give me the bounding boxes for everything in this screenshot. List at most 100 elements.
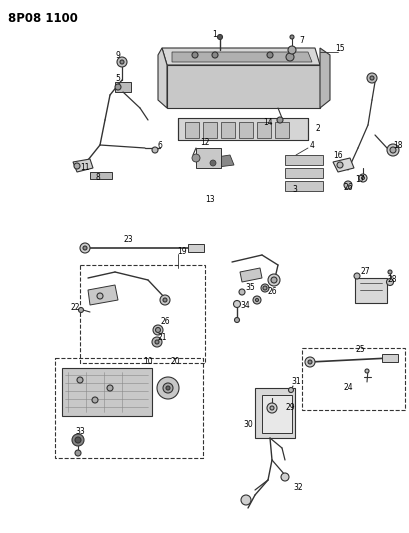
Circle shape xyxy=(267,274,279,286)
Text: 5: 5 xyxy=(115,74,120,83)
Bar xyxy=(62,368,152,416)
Circle shape xyxy=(261,284,268,292)
Circle shape xyxy=(353,273,359,279)
Circle shape xyxy=(361,176,364,180)
Polygon shape xyxy=(239,268,261,282)
Text: 14: 14 xyxy=(263,117,272,126)
Circle shape xyxy=(191,52,198,58)
Text: 28: 28 xyxy=(387,276,396,285)
Text: 30: 30 xyxy=(243,421,252,430)
Text: 8: 8 xyxy=(95,174,100,182)
Text: 15: 15 xyxy=(335,44,344,52)
Bar xyxy=(238,122,252,138)
Circle shape xyxy=(276,117,282,123)
Text: 18: 18 xyxy=(392,141,402,149)
Circle shape xyxy=(364,369,368,373)
Text: 16: 16 xyxy=(333,150,342,159)
Circle shape xyxy=(289,35,293,39)
Text: 13: 13 xyxy=(204,196,214,205)
Circle shape xyxy=(266,52,272,58)
Circle shape xyxy=(386,144,398,156)
Text: 2: 2 xyxy=(315,124,319,133)
Circle shape xyxy=(163,383,173,393)
Circle shape xyxy=(160,295,170,305)
Text: 35: 35 xyxy=(245,284,254,293)
Polygon shape xyxy=(162,48,319,65)
Text: 21: 21 xyxy=(157,334,166,343)
Polygon shape xyxy=(172,52,311,62)
Circle shape xyxy=(233,301,240,308)
Circle shape xyxy=(152,337,162,347)
Circle shape xyxy=(387,270,391,274)
Bar xyxy=(284,155,322,165)
Bar xyxy=(220,122,234,138)
Text: 6: 6 xyxy=(157,141,162,149)
Circle shape xyxy=(262,286,266,290)
Circle shape xyxy=(307,360,311,364)
Circle shape xyxy=(280,473,288,481)
Text: 19: 19 xyxy=(177,247,187,256)
Bar xyxy=(184,122,198,138)
Bar xyxy=(284,168,322,178)
Bar xyxy=(188,244,204,252)
Circle shape xyxy=(240,495,250,505)
Circle shape xyxy=(266,403,276,413)
Bar xyxy=(301,348,404,410)
Text: 17: 17 xyxy=(354,175,364,184)
Circle shape xyxy=(115,84,121,90)
Circle shape xyxy=(270,277,276,283)
Circle shape xyxy=(209,160,216,166)
Circle shape xyxy=(83,246,87,250)
Circle shape xyxy=(211,52,218,58)
Circle shape xyxy=(107,385,113,391)
Text: 20: 20 xyxy=(170,358,180,367)
Text: 26: 26 xyxy=(267,287,276,296)
Circle shape xyxy=(304,357,314,367)
Circle shape xyxy=(152,147,157,153)
Text: 3: 3 xyxy=(292,185,297,195)
Circle shape xyxy=(287,46,295,54)
Text: 12: 12 xyxy=(200,138,209,147)
Bar xyxy=(90,172,112,179)
Circle shape xyxy=(386,279,393,286)
Polygon shape xyxy=(319,48,329,108)
Circle shape xyxy=(155,340,159,344)
Polygon shape xyxy=(166,65,319,108)
Text: 11: 11 xyxy=(80,164,90,173)
Text: 31: 31 xyxy=(290,377,300,386)
Circle shape xyxy=(80,243,90,253)
Text: 24: 24 xyxy=(342,384,352,392)
Text: 8P08 1100: 8P08 1100 xyxy=(8,12,78,25)
Circle shape xyxy=(163,298,166,302)
Bar xyxy=(256,122,270,138)
Circle shape xyxy=(75,450,81,456)
Circle shape xyxy=(217,35,222,39)
Text: 25: 25 xyxy=(354,345,364,354)
Circle shape xyxy=(166,386,170,390)
Circle shape xyxy=(358,174,366,182)
Polygon shape xyxy=(73,159,93,172)
Text: 7: 7 xyxy=(299,36,304,44)
Circle shape xyxy=(191,154,200,162)
Text: 26: 26 xyxy=(342,183,352,192)
Circle shape xyxy=(252,296,261,304)
Circle shape xyxy=(97,293,103,299)
Circle shape xyxy=(92,397,98,403)
Text: 4: 4 xyxy=(309,141,314,149)
Text: 33: 33 xyxy=(75,427,85,437)
Circle shape xyxy=(234,318,239,322)
Bar xyxy=(354,278,386,303)
Text: 1: 1 xyxy=(212,29,217,38)
Circle shape xyxy=(77,377,83,383)
Polygon shape xyxy=(209,155,234,168)
Circle shape xyxy=(153,325,163,335)
Circle shape xyxy=(117,57,127,67)
Bar xyxy=(274,122,288,138)
Circle shape xyxy=(78,308,83,312)
Bar xyxy=(115,82,131,92)
Circle shape xyxy=(389,147,395,153)
Circle shape xyxy=(75,437,81,443)
Text: 10: 10 xyxy=(143,358,153,367)
Polygon shape xyxy=(157,48,166,108)
Circle shape xyxy=(343,181,351,189)
